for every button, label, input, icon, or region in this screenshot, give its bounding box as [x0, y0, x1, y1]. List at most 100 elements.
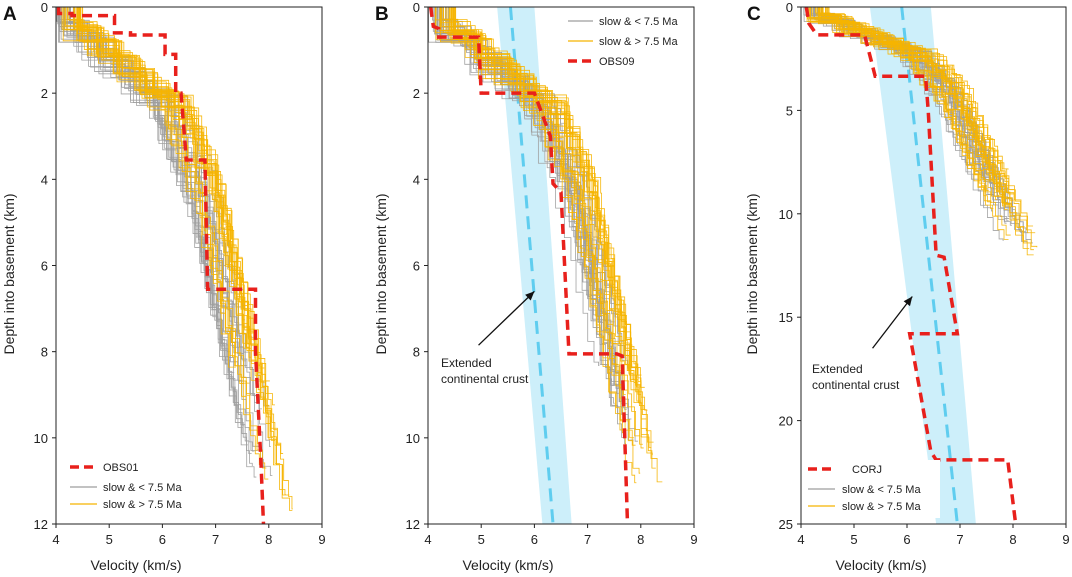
x-tick-label: 4 [424, 532, 431, 547]
old-model-line [434, 7, 624, 431]
panel-label: C [747, 4, 761, 25]
legend-entry-old: slow & > 7.5 Ma [599, 36, 678, 48]
old-model-line [65, 7, 236, 343]
old-model-line [64, 7, 262, 466]
old-model-line [825, 7, 1038, 248]
old-model-line [80, 7, 284, 454]
old-model-line [440, 7, 636, 446]
legend-entry-young: slow & < 7.5 Ma [103, 482, 182, 494]
y-tick-label: 0 [786, 0, 793, 15]
y-tick-label: 2 [413, 86, 420, 101]
y-axis-label: Depth into basement (km) [1, 193, 17, 354]
y-tick-label: 6 [413, 259, 420, 274]
x-tick-label: 9 [318, 532, 325, 547]
axes: 4 5 6 7 8 9 0 5 10 15 20 25 [779, 0, 1070, 547]
legend: OBS01 slow & < 7.5 Ma slow & > 7.5 Ma [66, 458, 206, 516]
profile-layer [428, 6, 630, 525]
young-model-line [57, 7, 238, 400]
annotation-line-1: Extended [812, 362, 863, 376]
young-model-line [56, 7, 228, 364]
old-model-line [455, 7, 645, 388]
old-model-line [449, 7, 635, 382]
y-tick-label: 10 [406, 431, 420, 446]
young-model-line [69, 7, 273, 476]
old-model-line [66, 7, 269, 480]
x-tick-label: 9 [690, 532, 697, 547]
y-tick-label: 8 [413, 345, 420, 360]
old-model-line [817, 7, 1007, 203]
old-model-line [445, 7, 643, 445]
model-bundles [803, 7, 1038, 256]
annotation: Extended continental crust [441, 290, 535, 386]
x-tick-label: 4 [52, 532, 59, 547]
old-model-line [78, 7, 293, 511]
young-model-line [63, 7, 236, 354]
old-model-line [806, 7, 994, 209]
y-tick-label: 8 [41, 345, 48, 360]
annotation-line-2: continental crust [812, 378, 900, 392]
annotation: Extended continental crust [812, 296, 913, 392]
legend-entry-young: slow & < 7.5 Ma [599, 16, 678, 28]
old-model-line [450, 7, 653, 456]
y-axis-label: Depth into basement (km) [373, 193, 389, 354]
old-model-line [76, 7, 287, 496]
crust-band [869, 6, 976, 525]
y-tick-label: 20 [779, 414, 793, 429]
panel-label: A [3, 4, 17, 25]
young-model-line [60, 7, 228, 338]
old-model-line [78, 7, 290, 496]
x-tick-label: 6 [159, 532, 166, 547]
axes: 4 5 6 7 8 9 0 2 4 6 8 10 12 [34, 0, 326, 547]
model-bundles [428, 7, 663, 484]
old-model-line [73, 7, 249, 344]
y-tick-label: 15 [779, 310, 793, 325]
x-tick-label: 5 [478, 532, 485, 547]
x-tick-label: 7 [956, 532, 963, 547]
legend-box [562, 12, 692, 74]
y-axis-label: Depth into basement (km) [744, 193, 760, 354]
x-tick-label: 8 [637, 532, 644, 547]
old-model-line [67, 7, 267, 469]
panel-a: A 4 5 6 7 8 9 0 2 4 6 8 10 12 Velocity (km/s) Depth … [1, 0, 326, 573]
panel-c: C 4 5 6 7 8 9 0 5 10 15 20 25 Velocity (km/s) Depth… [744, 0, 1070, 573]
x-tick-label: 9 [1062, 532, 1069, 547]
old-model-line [443, 7, 628, 391]
y-tick-label: 4 [41, 172, 48, 187]
legend-entry-old: slow & > 7.5 Ma [842, 501, 921, 513]
old-model-line [819, 7, 1013, 207]
old-model-line [808, 7, 988, 190]
old-model-line [76, 7, 281, 464]
panel-label: B [375, 4, 389, 25]
x-tick-label: 6 [903, 532, 910, 547]
annotation-arrow-head [525, 291, 535, 301]
y-tick-label: 10 [779, 207, 793, 222]
legend: CORJ slow & < 7.5 Ma slow & > 7.5 Ma [804, 460, 940, 518]
young-model-line [432, 7, 590, 298]
annotation-arrow-shaft [872, 296, 913, 349]
x-tick-label: 5 [850, 532, 857, 547]
old-model-line [76, 7, 257, 359]
old-model-line [819, 7, 1034, 256]
panel-b: B 4 5 6 7 8 9 0 2 4 6 8 10 12 Velocity (km/s) Depth … [373, 0, 698, 573]
young-model-line [441, 7, 632, 420]
old-model-line [441, 7, 626, 395]
y-tick-label: 12 [34, 517, 48, 532]
profile-layer [804, 6, 1018, 525]
y-tick-label: 5 [786, 103, 793, 118]
old-model-line [449, 7, 635, 380]
old-model-line [435, 7, 637, 484]
y-tick-label: 10 [34, 431, 48, 446]
old-model-line [61, 7, 236, 368]
old-model-line [447, 7, 630, 371]
legend-entry-profile: OBS09 [599, 56, 634, 68]
young-model-line [59, 7, 235, 373]
plot-frame [55, 6, 323, 525]
x-axis-label: Velocity (km/s) [90, 557, 181, 573]
axes: 4 5 6 7 8 9 0 2 4 6 8 10 12 [406, 0, 698, 547]
old-model-line [439, 7, 641, 474]
old-model-line [807, 7, 992, 203]
crust-band-centerline [900, 6, 959, 525]
legend-entry-profile: CORJ [852, 464, 882, 476]
old-model-line [440, 7, 635, 439]
y-tick-label: 12 [406, 517, 420, 532]
